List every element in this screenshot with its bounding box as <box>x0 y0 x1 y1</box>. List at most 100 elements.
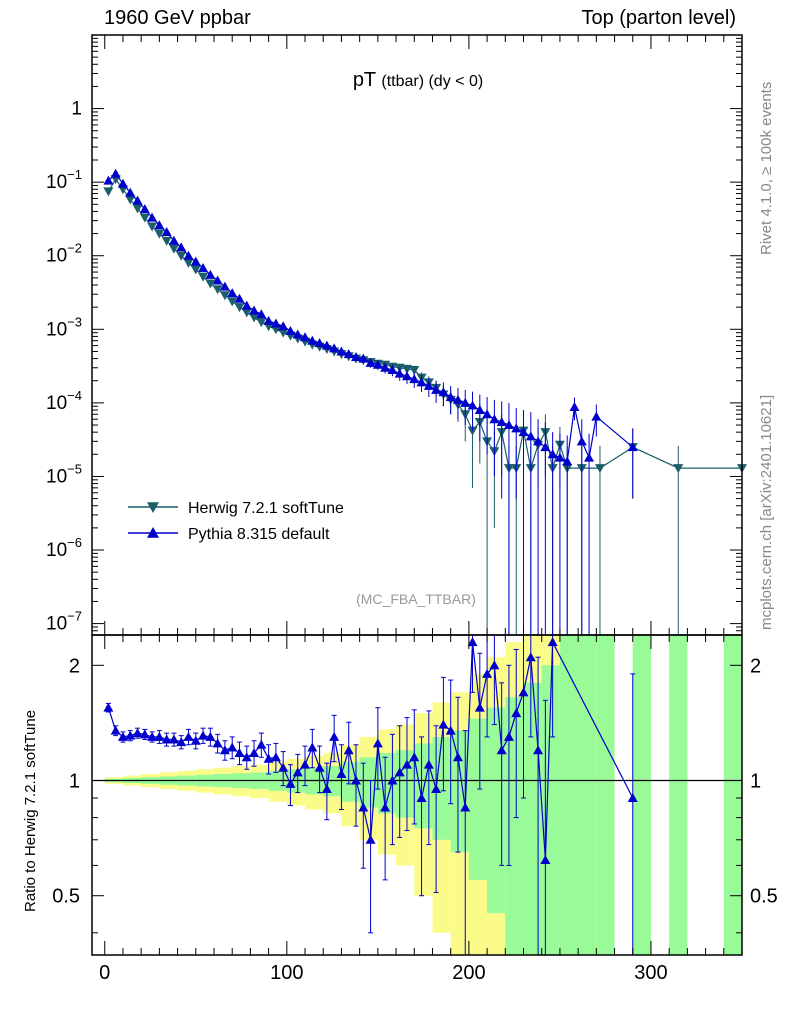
pythia-marker <box>438 387 449 397</box>
pythia-marker <box>212 275 223 285</box>
ratio-marker <box>190 735 201 745</box>
legend-marker <box>147 502 159 513</box>
x-tick-label: 0 <box>99 962 110 984</box>
ratio-marker <box>416 793 427 803</box>
ratio-marker <box>212 738 223 748</box>
ratio-marker <box>380 802 391 812</box>
pythia-marker <box>576 436 587 446</box>
herwig-marker <box>467 426 478 436</box>
pythia-marker <box>460 397 471 407</box>
pythia-marker <box>533 436 544 446</box>
ratio-frame <box>91 634 743 956</box>
ratio-band-green <box>377 753 397 814</box>
ratio-band-green <box>341 761 360 802</box>
main-y-tick-label: 1 <box>71 99 82 120</box>
pythia-marker <box>234 293 245 303</box>
ratio-marker <box>358 802 369 812</box>
pythia-marker <box>321 340 332 350</box>
ratio-marker <box>511 708 522 718</box>
ratio-y-tick-label-right: 1 <box>750 771 761 793</box>
ratio-band-green <box>578 635 597 955</box>
herwig-marker <box>161 236 172 246</box>
ratio-marker <box>372 738 383 748</box>
herwig-marker <box>205 279 216 289</box>
pythia-marker <box>503 420 514 430</box>
pythia-marker <box>343 349 354 359</box>
main-y-tick-label: 10−4 <box>46 388 82 414</box>
herwig-marker <box>234 303 245 313</box>
pythia-marker <box>467 400 478 410</box>
herwig-marker <box>249 313 260 323</box>
herwig-marker <box>147 222 158 232</box>
legend-marker <box>147 527 159 538</box>
pythia-marker <box>227 288 238 298</box>
pythia-marker <box>190 256 201 266</box>
herwig-marker <box>401 364 412 374</box>
herwig-marker <box>190 265 201 275</box>
herwig-marker <box>278 328 289 338</box>
main-series-group <box>103 168 747 635</box>
ratio-marker <box>227 742 238 752</box>
pythia-marker <box>525 431 536 441</box>
ratio-y-tick-label: 0.5 <box>52 886 80 908</box>
analysis-label: (MC_FBA_TTBAR) <box>356 591 476 607</box>
ratio-marker <box>154 731 165 741</box>
ratio-marker <box>343 745 354 755</box>
herwig-marker <box>168 244 179 254</box>
herwig-marker <box>219 291 230 301</box>
ratio-marker <box>117 731 128 741</box>
pythia-marker <box>110 168 121 178</box>
ratio-marker <box>394 767 405 777</box>
ratio-marker <box>234 748 245 758</box>
ratio-marker <box>482 668 493 678</box>
ratio-marker <box>540 854 551 864</box>
ratio-marker <box>263 753 274 763</box>
x-tick-label: 100 <box>270 962 303 984</box>
main-y-tick-label: 10−3 <box>46 314 82 340</box>
herwig-marker <box>125 195 136 205</box>
pythia-marker <box>117 178 128 188</box>
ratio-band-green <box>505 697 524 955</box>
herwig-marker <box>594 464 605 474</box>
ratio-marker <box>518 687 529 697</box>
ratio-marker <box>183 731 194 741</box>
header-collision-label: 1960 GeV ppbar <box>104 7 251 29</box>
pythia-marker <box>263 315 274 325</box>
pythia-marker <box>205 269 216 279</box>
legend: Herwig 7.2.1 softTune Pythia 8.315 defaul… <box>128 500 344 543</box>
pythia-marker <box>183 250 194 260</box>
ratio-axis-label: Ratio to Herwig 7.2.1 softTune <box>22 709 39 912</box>
pythia-marker <box>139 204 150 214</box>
main-y-tick-label: 10−6 <box>46 535 82 561</box>
ratio-marker <box>409 752 420 762</box>
ratio-band-green <box>596 635 615 955</box>
x-tick-label: 300 <box>634 962 667 984</box>
main-y-tick-label: 10−5 <box>46 461 82 487</box>
ratio-band-green <box>559 635 579 955</box>
pythia-marker <box>103 175 114 185</box>
pythia-marker <box>256 309 267 319</box>
ratio-marker <box>467 637 478 647</box>
herwig-marker <box>227 297 238 307</box>
ratio-marker <box>176 737 187 747</box>
pythia-marker <box>358 353 369 363</box>
ratio-band-green <box>632 635 651 955</box>
herwig-marker <box>212 285 223 295</box>
ratio-y-tick-label-right: 2 <box>750 655 761 677</box>
pythia-marker <box>540 442 551 452</box>
ratio-marker <box>460 802 471 812</box>
ratio-marker <box>168 734 179 744</box>
pythia-marker <box>591 411 602 421</box>
pythia-marker <box>329 343 340 353</box>
ratio-marker <box>285 778 296 788</box>
ratio-marker <box>314 762 325 772</box>
ratio-band-green <box>468 718 488 880</box>
pythia-marker <box>401 371 412 381</box>
pythia-marker <box>132 195 143 205</box>
ratio-marker <box>307 742 318 752</box>
ratio-marker <box>365 834 376 844</box>
pythia-marker <box>270 318 281 328</box>
ratio-marker <box>351 775 362 785</box>
pythia-marker <box>198 263 209 273</box>
pythia-marker <box>431 384 442 394</box>
